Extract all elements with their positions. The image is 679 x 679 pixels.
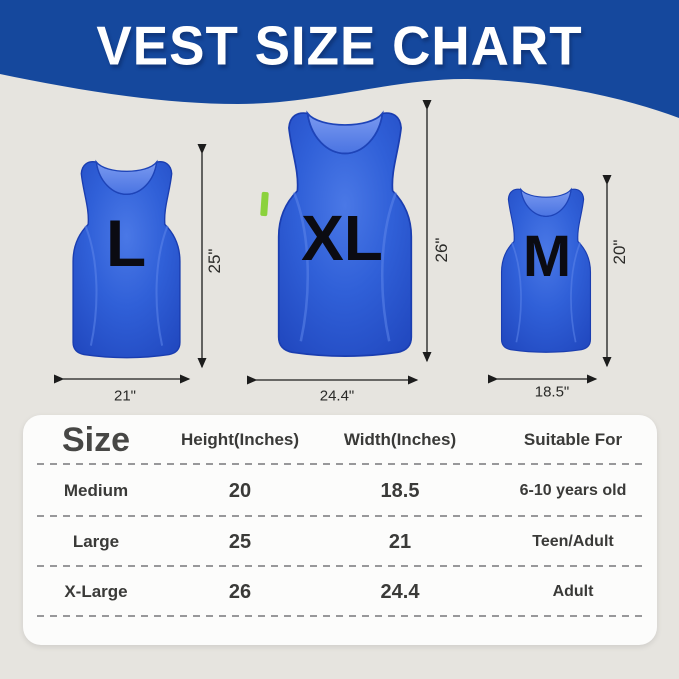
vest-large-letter: L [105,206,147,280]
cell-width: 21 [388,530,412,553]
page-title: VEST SIZE CHART [96,15,583,78]
table-header-row: Size Height(Inches) Width(Inches) Suitab… [23,415,657,465]
header-height: Height(Inches) [180,430,300,449]
cell-width: 24.4 [380,580,420,603]
width-dimension-xlarge: 24.4" [319,387,355,405]
vest-xlarge-letter: XL [301,202,383,274]
cell-size: Medium [63,481,129,500]
size-table: Size Height(Inches) Width(Inches) Suitab… [23,415,657,645]
cell-suitable: Teen/Adult [532,533,614,550]
height-dimension-large: 25" [205,248,224,274]
height-dimension-xlarge: 26" [432,237,451,263]
width-dimension-medium: 18.5" [534,383,570,401]
cell-height: 26 [228,580,252,603]
height-dimension-medium: 20" [610,239,629,265]
cell-size: Large [72,532,120,551]
cell-suitable: 6-10 years old [519,482,627,499]
header-suitable: Suitable For [523,430,623,449]
banner-wave [0,0,679,118]
table-row-xlarge: X-Large 26 24.4 Adult [23,567,657,617]
table-row-medium: Medium 20 18.5 6-10 years old [23,465,657,517]
cell-suitable: Adult [552,583,594,600]
header-size: Size [61,420,131,459]
vest-medium-letter: M [522,224,572,289]
table-row-large: Large 25 21 Teen/Adult [23,517,657,567]
width-dimension-large: 21" [113,387,137,405]
cell-height: 25 [228,530,252,553]
header-width: Width(Inches) [343,430,457,449]
cell-width: 18.5 [380,479,420,502]
cell-size: X-Large [64,582,128,601]
cell-height: 20 [228,479,252,502]
